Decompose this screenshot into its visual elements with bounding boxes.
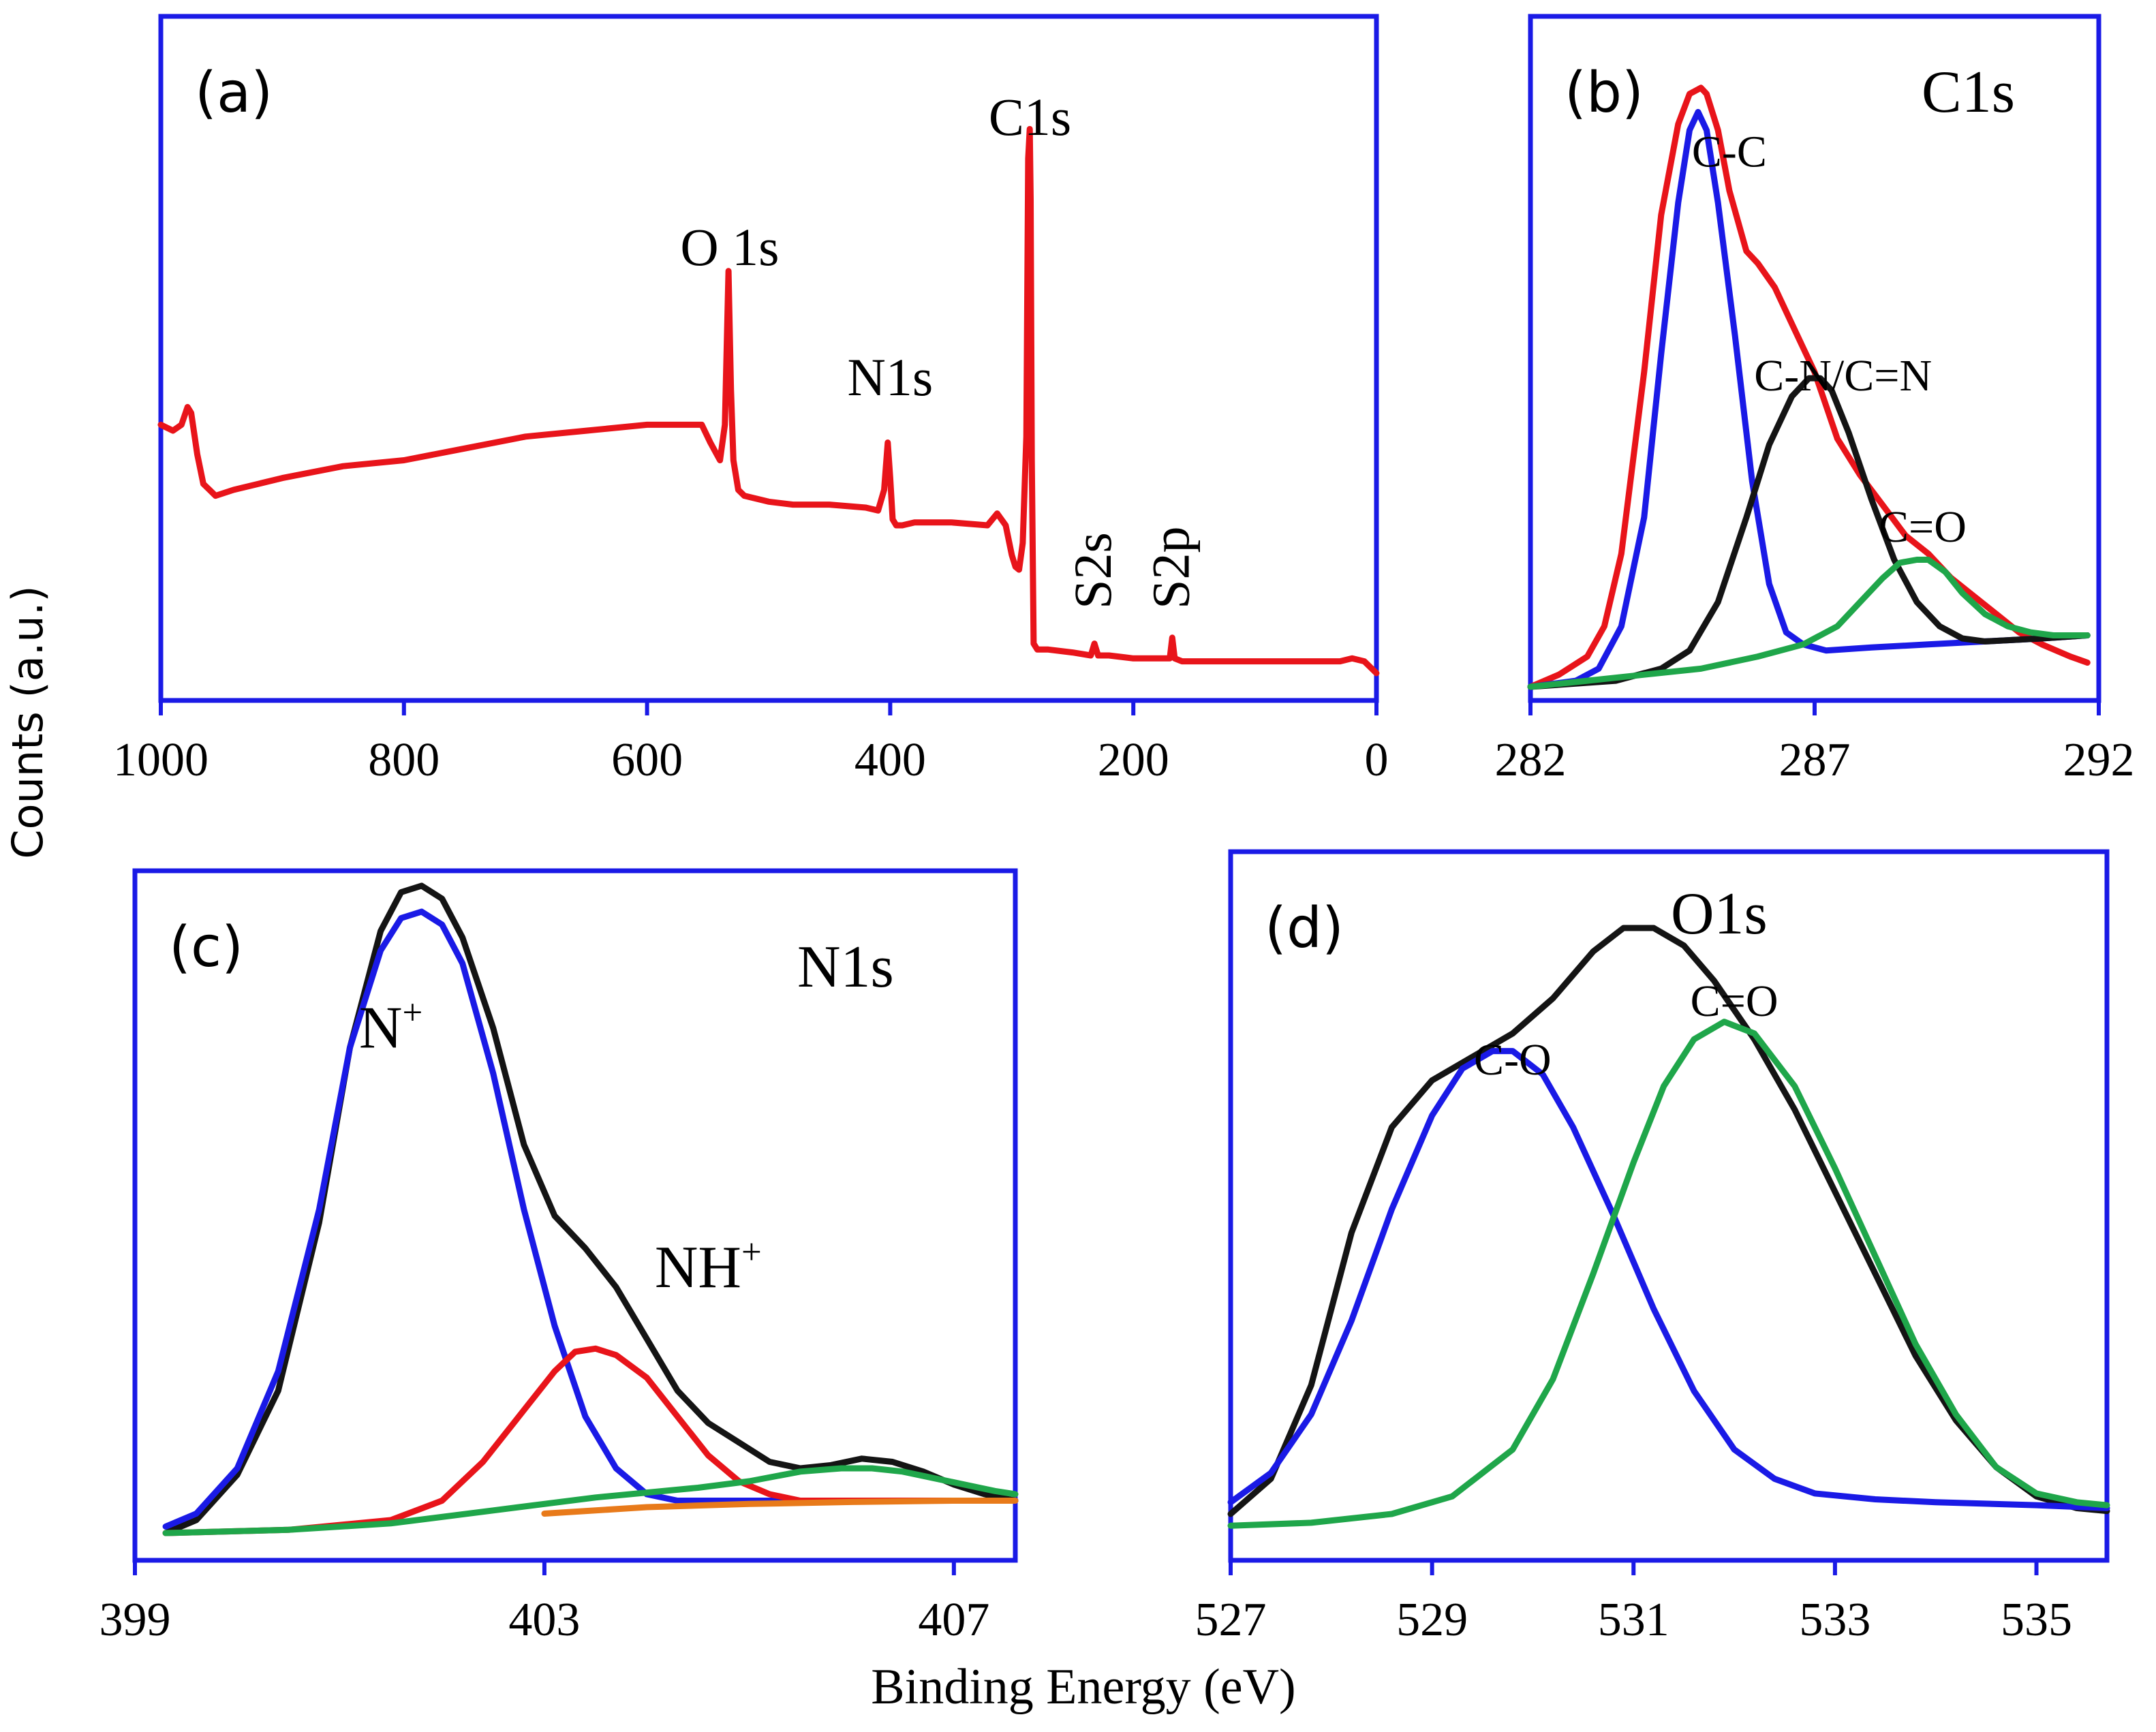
annotation-text: C1s bbox=[989, 87, 1071, 146]
panel-d-xtick-label: 527 bbox=[1195, 1594, 1267, 1646]
panel-d-series-envelope bbox=[1227, 925, 2110, 1517]
panel-a-xtick-label: 200 bbox=[1098, 734, 1169, 786]
panel-d: 527 529 531 533 535 (d) O1s C-O C=O bbox=[1195, 849, 2110, 1646]
annotation-superscript: + bbox=[741, 1233, 762, 1272]
annotation-text: C-O bbox=[1474, 1035, 1552, 1085]
panel-a-xtick-label: 800 bbox=[368, 734, 440, 786]
panel-a-annotation: C1s bbox=[989, 87, 1071, 146]
panel-d-annotation: C=O bbox=[1691, 976, 1778, 1026]
panel-d-xtick-label: 529 bbox=[1396, 1594, 1468, 1646]
panel-b-title: C1s bbox=[1922, 59, 2015, 125]
panel-a-xtick-label: 0 bbox=[1365, 734, 1389, 786]
panel-c-series-nh- bbox=[162, 1345, 1019, 1536]
annotation-text: C=O bbox=[1879, 502, 1967, 552]
panel-a: 1000 800 600 400 200 0 (a) C1s O 1s N1s S2s S2p bbox=[113, 14, 1389, 786]
panel-c-annotation: NH+ bbox=[655, 1233, 762, 1301]
panel-d-xtick-label: 533 bbox=[1799, 1594, 1870, 1646]
panel-a-label: (a) bbox=[195, 61, 273, 125]
annotation-superscript: + bbox=[402, 993, 422, 1033]
panel-c-title: N1s bbox=[797, 934, 894, 1000]
panel-d-series-c-o bbox=[1227, 1019, 2110, 1529]
annotation-text: NH bbox=[655, 1235, 741, 1301]
panel-b-xtick-label: 287 bbox=[1779, 734, 1851, 786]
panel-b-annotation: C-N/C=N bbox=[1754, 351, 1932, 401]
panel-a-annotation: S2p bbox=[1141, 526, 1200, 608]
panel-c-series-baseline bbox=[541, 1498, 1019, 1517]
panel-b-series-c-o bbox=[1527, 557, 2091, 690]
panel-d-frame bbox=[1228, 849, 2110, 1563]
panel-c-series-satellite bbox=[162, 1465, 1019, 1536]
panel-d-annotation: C-O bbox=[1474, 1035, 1552, 1085]
panel-a-xtick-label: 400 bbox=[854, 734, 926, 786]
x-axis-label: Binding Energy (eV) bbox=[871, 1659, 1295, 1715]
panel-a-frame bbox=[158, 14, 1379, 703]
panel-d-xtick-label: 531 bbox=[1598, 1594, 1669, 1646]
annotation-text: O 1s bbox=[680, 217, 779, 277]
annotation-text: C=O bbox=[1691, 976, 1778, 1026]
panel-c-annotation: N+ bbox=[359, 993, 422, 1062]
panel-b-series-envelope bbox=[1527, 84, 2091, 690]
panel-d-series-c-o bbox=[1227, 1048, 2110, 1511]
annotation-text: N1s bbox=[848, 347, 934, 407]
panel-a-annotation: N1s bbox=[848, 347, 934, 407]
panel-b-xtick-label: 292 bbox=[2063, 734, 2135, 786]
panel-c-label: (c) bbox=[169, 915, 243, 980]
panel-b-label: (b) bbox=[1565, 61, 1644, 125]
panel-b-annotation: C-C bbox=[1692, 127, 1767, 176]
annotation-text: C-N/C=N bbox=[1754, 351, 1932, 401]
panel-b-series-c-c bbox=[1527, 108, 2091, 690]
panel-b-xtick-label: 282 bbox=[1495, 734, 1567, 786]
panel-c-frame bbox=[132, 868, 1018, 1563]
panel-a-xtick-label: 1000 bbox=[113, 734, 209, 786]
annotation-text: N bbox=[359, 995, 403, 1062]
panel-c-xtick-label: 399 bbox=[99, 1594, 171, 1646]
panel-c-xtick-label: 403 bbox=[508, 1594, 580, 1646]
panel-b: 282 287 292 (b) C1s C-C C-N/C=N C=O bbox=[1495, 14, 2135, 786]
y-axis-label: Counts (a.u.) bbox=[3, 585, 52, 859]
panel-b-series-c-n-c-n bbox=[1527, 375, 2091, 690]
annotation-text: C-C bbox=[1692, 127, 1767, 176]
panel-a-annotation: O 1s bbox=[680, 217, 779, 277]
panel-b-annotation: C=O bbox=[1879, 502, 1967, 552]
panel-c-series-n- bbox=[162, 908, 1019, 1530]
panel-c-xtick-label: 407 bbox=[918, 1594, 989, 1646]
panel-a-annotation: S2s bbox=[1063, 532, 1122, 609]
panel-a-series-survey bbox=[157, 125, 1380, 677]
panel-d-label: (d) bbox=[1265, 896, 1344, 961]
panel-d-xtick-label: 535 bbox=[2001, 1594, 2072, 1646]
panel-d-title: O1s bbox=[1671, 881, 1768, 947]
panel-a-xtick-label: 600 bbox=[611, 734, 683, 786]
